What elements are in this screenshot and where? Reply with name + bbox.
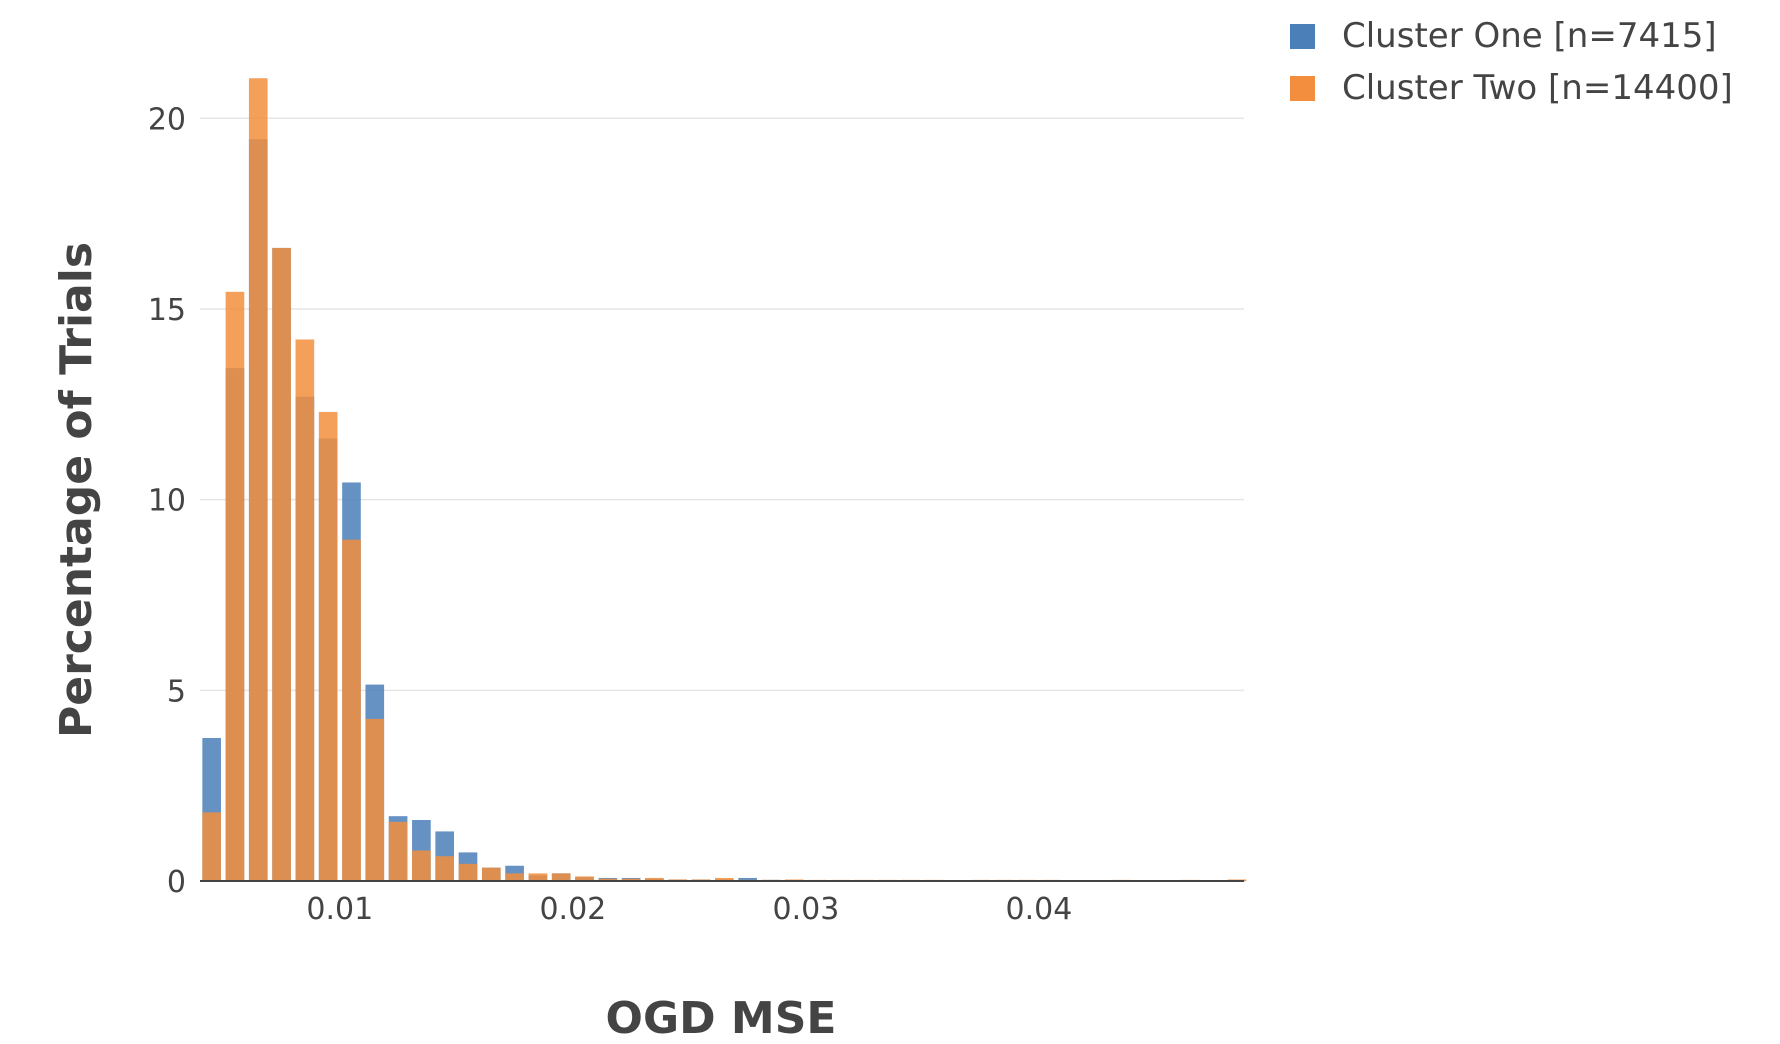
bar-cluster-two[interactable] xyxy=(551,873,571,881)
x-tick-label: 0.01 xyxy=(306,892,373,927)
legend-label-cluster-two: Cluster Two [n=14400] xyxy=(1342,68,1733,108)
bar-cluster-two[interactable] xyxy=(248,78,268,881)
y-tick-label: 10 xyxy=(148,484,186,519)
bar-cluster-two[interactable] xyxy=(458,863,478,881)
y-tick-label: 20 xyxy=(148,102,186,137)
bar-cluster-two[interactable] xyxy=(505,873,524,881)
legend-label-cluster-one: Cluster One [n=7415] xyxy=(1342,16,1717,56)
bar-cluster-two[interactable] xyxy=(412,850,431,881)
bar-cluster-two[interactable] xyxy=(435,856,455,881)
bar-cluster-two[interactable] xyxy=(715,877,734,881)
legend-swatch-cluster-two xyxy=(1290,75,1315,101)
y-tick-label: 0 xyxy=(167,865,186,900)
legend-item-cluster-one[interactable]: Cluster One [n=7415] xyxy=(1290,10,1733,62)
bar-cluster-two[interactable] xyxy=(528,873,548,881)
bar-cluster-two[interactable] xyxy=(621,878,641,881)
bar-cluster-two[interactable] xyxy=(388,821,408,881)
bar-cluster-two[interactable] xyxy=(365,718,385,881)
bar-cluster-two[interactable] xyxy=(318,411,338,881)
bar-cluster-one[interactable] xyxy=(738,877,757,881)
x-tick-label: 0.03 xyxy=(772,892,839,927)
bar-cluster-two[interactable] xyxy=(598,878,618,881)
gridlines xyxy=(200,117,1244,692)
y-axis-title: Percentage of Trials xyxy=(51,242,102,738)
bar-cluster-two[interactable] xyxy=(342,539,361,881)
x-tick-label: 0.04 xyxy=(1006,892,1073,927)
bar-cluster-two[interactable] xyxy=(225,291,245,881)
bar-cluster-two[interactable] xyxy=(575,876,594,881)
x-tick-label: 0.02 xyxy=(539,892,606,927)
legend-swatch-cluster-one xyxy=(1290,23,1315,49)
y-tick-label: 5 xyxy=(167,674,186,709)
bar-cluster-two[interactable] xyxy=(295,339,315,881)
legend-item-cluster-two[interactable]: Cluster Two [n=14400] xyxy=(1290,62,1733,114)
bars xyxy=(202,78,1247,882)
bar-cluster-two[interactable] xyxy=(645,877,664,881)
legend[interactable]: Cluster One [n=7415] Cluster Two [n=1440… xyxy=(1290,10,1733,114)
y-tick-label: 15 xyxy=(148,293,186,328)
bar-cluster-two[interactable] xyxy=(202,812,221,881)
bar-cluster-two[interactable] xyxy=(481,867,501,881)
axes: 0 5 10 15 20 0.01 0.02 0.03 0.04 xyxy=(148,102,1244,927)
x-axis-title: OGD MSE xyxy=(606,993,837,1040)
bar-cluster-two[interactable] xyxy=(272,247,291,881)
